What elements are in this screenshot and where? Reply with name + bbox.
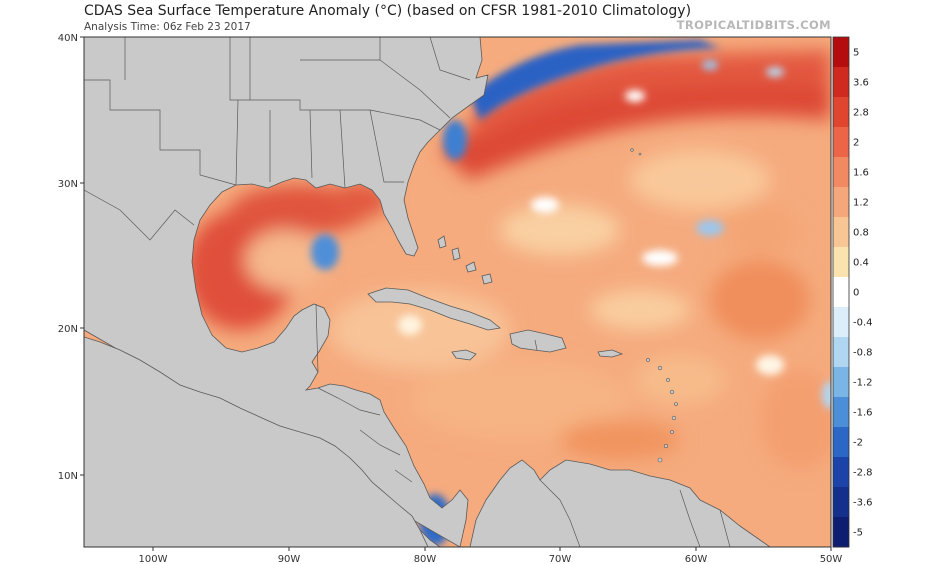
colorbar-swatch [833, 517, 849, 548]
colorbar-swatch [833, 97, 849, 128]
colorbar-label: -0.8 [853, 348, 873, 359]
colorbar-swatch [833, 217, 849, 248]
colorbar-label: 0 [853, 288, 859, 299]
colorbar-swatch [833, 487, 849, 518]
lon-tick-60w: 60W [685, 554, 708, 564]
jamaica-island [451, 349, 477, 361]
political-borders [84, 37, 731, 547]
colorbar-swatch [833, 307, 849, 338]
colorbar-swatch [833, 397, 849, 428]
lat-tick-10n: 10N [58, 471, 78, 482]
colorbar-frame [832, 36, 850, 548]
colorbar-label: 1.6 [853, 168, 869, 179]
colorbar-swatch [833, 247, 849, 278]
puerto-rico-island [597, 349, 624, 358]
lat-tick-20n: 20N [58, 324, 78, 335]
chart-title: CDAS Sea Surface Temperature Anomaly (°C… [84, 3, 692, 19]
lon-tick-90w: 90W [278, 554, 301, 564]
lat-tick-30n: 30N [58, 179, 78, 190]
lesser-antilles [630, 148, 678, 463]
cold-anomaly-north [470, 40, 720, 120]
colorbar-label: 3.6 [853, 78, 869, 89]
colorbar-swatch [833, 127, 849, 158]
colorbar-label: -3.6 [853, 498, 873, 509]
south-america-landmass [469, 459, 771, 547]
central-america-landmass [84, 336, 429, 547]
colorbar-label: 1.2 [853, 198, 869, 209]
colorbar-label: -0.4 [853, 318, 873, 329]
lon-tick-100w: 100W [139, 554, 168, 564]
colorbar-label: -5 [853, 528, 863, 539]
colorbar-swatch [833, 427, 849, 458]
colorbar-label: 5 [853, 48, 859, 59]
lon-tick-70w: 70W [549, 554, 572, 564]
lon-tick-80w: 80W [414, 554, 437, 564]
hispaniola-island [509, 329, 567, 353]
colorbar-swatch [833, 457, 849, 488]
longitude-axis: 100W 90W 80W 70W 60W 50W [139, 547, 843, 564]
colorbar-swatch [833, 157, 849, 188]
colorbar-swatch [833, 187, 849, 218]
colorbar-label: 2.8 [853, 108, 869, 119]
colorbar-swatch [833, 367, 849, 398]
colorbar-label: -2.8 [853, 468, 873, 479]
colorbar-label: -2 [853, 438, 863, 449]
land-masses [84, 37, 771, 547]
colorbar-swatch [833, 37, 849, 68]
colorbar-label: 2 [853, 138, 859, 149]
lon-tick-50w: 50W [820, 554, 843, 564]
analysis-time: Analysis Time: 06z Feb 23 2017 [84, 21, 251, 33]
colorbar-label: -1.2 [853, 378, 873, 389]
latitude-axis: 40N 30N 20N 10N [58, 33, 84, 482]
colorbar-swatch [833, 277, 849, 308]
plot-frame [83, 36, 832, 548]
colorbar-swatch [833, 337, 849, 368]
colorbar-label: 0.8 [853, 228, 869, 239]
site-watermark: TROPICALTIDBITS.COM [676, 18, 831, 32]
cuba-island [367, 287, 501, 331]
colorbar-swatch [833, 67, 849, 98]
colorbar-label: -1.6 [853, 408, 873, 419]
lat-tick-40n: 40N [58, 33, 78, 44]
colorbar-label: 0.4 [853, 258, 869, 269]
colorbar-legend: 5 3.6 2.8 2 1.6 1.2 0.8 0.4 0 -0.4 -0.8 -1.2 -1.6 -2 -… [832, 36, 873, 548]
